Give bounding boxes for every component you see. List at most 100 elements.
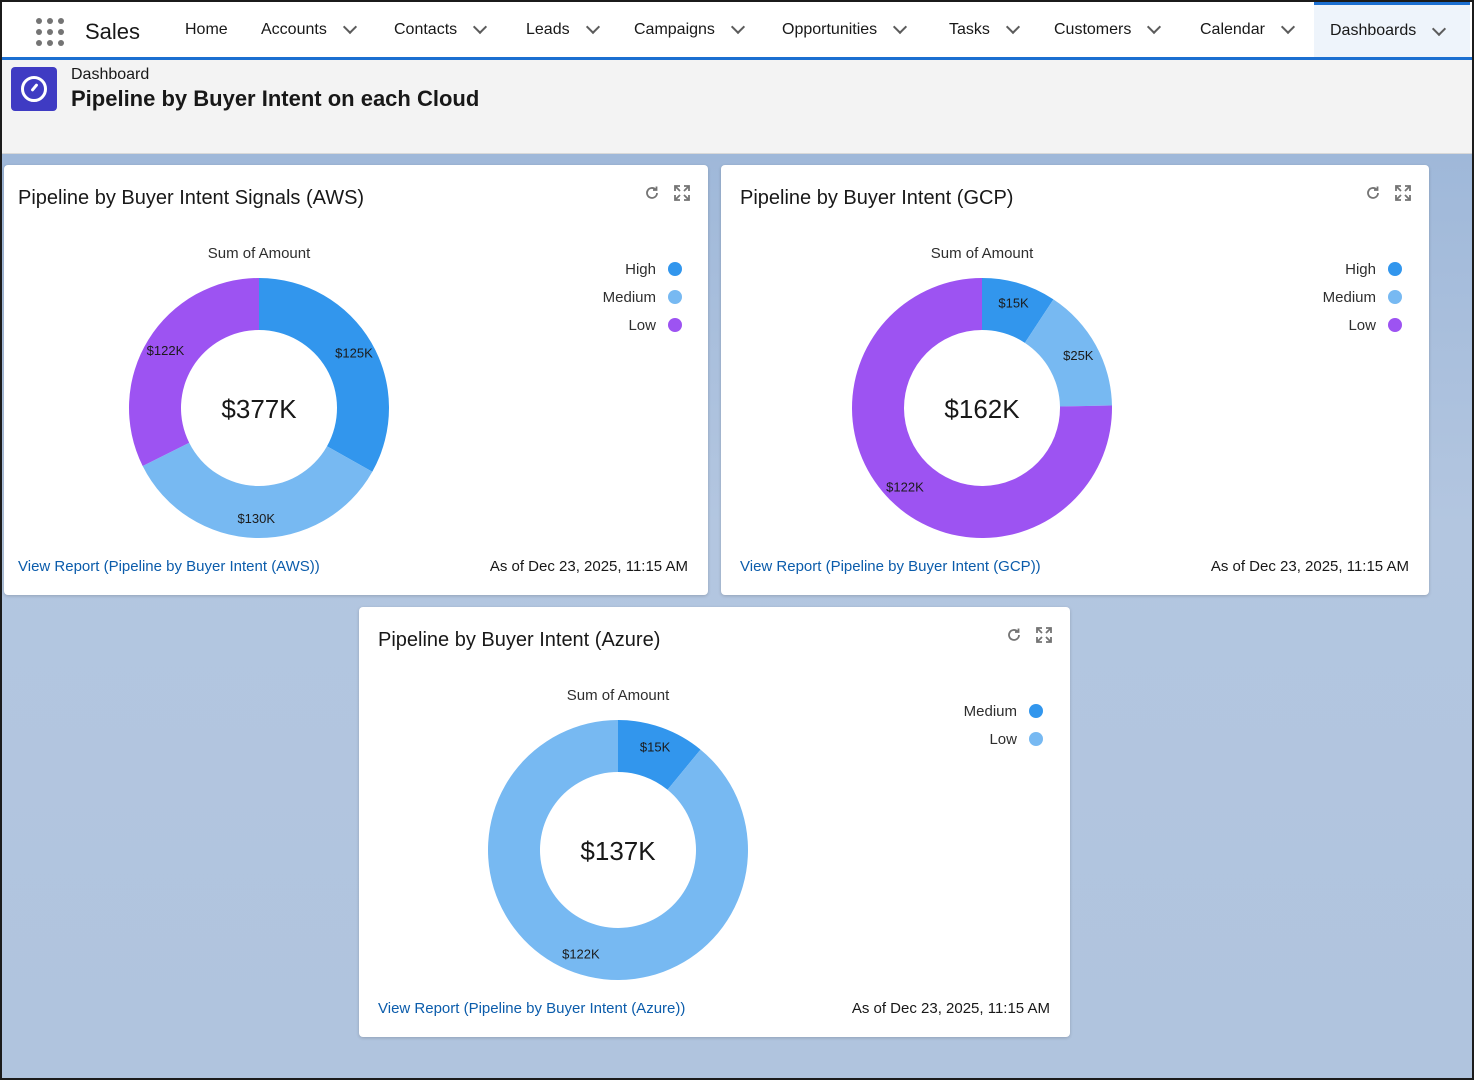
legend-label: Medium bbox=[602, 288, 656, 306]
chevron-down-icon[interactable] bbox=[1147, 19, 1162, 35]
page-title: Pipeline by Buyer Intent on each Cloud bbox=[71, 86, 480, 111]
chart-subtitle: Sum of Amount bbox=[566, 687, 670, 704]
legend-item[interactable]: High bbox=[1323, 255, 1402, 283]
expand-icon[interactable] bbox=[1395, 185, 1411, 201]
dashboard-widget-gcp: Pipeline by Buyer Intent (GCP) Sum of Am… bbox=[721, 165, 1429, 595]
donut-slice-high[interactable] bbox=[259, 278, 389, 472]
nav-tab-opportunities[interactable]: Opportunities bbox=[782, 2, 908, 57]
donut-slice-low[interactable] bbox=[852, 278, 1112, 538]
nav-tab-contacts[interactable]: Contacts bbox=[394, 2, 488, 57]
nav-tab-dashboards[interactable]: Dashboards bbox=[1314, 2, 1470, 57]
legend-swatch bbox=[668, 262, 682, 276]
chevron-down-icon[interactable] bbox=[342, 19, 357, 35]
refresh-icon[interactable] bbox=[1365, 185, 1381, 201]
donut-slice-high[interactable] bbox=[982, 278, 1054, 343]
legend-swatch bbox=[1029, 732, 1043, 746]
legend-label: Low bbox=[1348, 316, 1376, 334]
nav-tab-label: Calendar bbox=[1200, 20, 1265, 38]
chart-subtitle: Sum of Amount bbox=[930, 245, 1034, 262]
chevron-down-icon[interactable] bbox=[730, 19, 746, 35]
widget-title: Pipeline by Buyer Intent Signals (AWS) bbox=[18, 187, 365, 209]
legend-item[interactable]: Low bbox=[964, 725, 1043, 753]
donut-center-total: $137K bbox=[580, 836, 656, 866]
widget-title: Pipeline by Buyer Intent (Azure) bbox=[378, 629, 661, 651]
nav-tab-label: Customers bbox=[1054, 20, 1132, 38]
donut-slice-low[interactable] bbox=[488, 720, 748, 980]
chart-legend: Medium Low bbox=[964, 697, 1043, 753]
nav-tab-label: Leads bbox=[526, 20, 570, 38]
donut-center-total: $162K bbox=[944, 394, 1020, 424]
data-label: $122K bbox=[147, 343, 185, 358]
app-name: Sales bbox=[85, 19, 141, 44]
nav-tab-campaigns[interactable]: Campaigns bbox=[634, 2, 746, 57]
dashboard-widget-aws: Pipeline by Buyer Intent Signals (AWS) S… bbox=[4, 165, 708, 595]
page-header: Dashboard Pipeline by Buyer Intent on ea… bbox=[2, 60, 1472, 154]
data-label: $122K bbox=[886, 480, 924, 495]
view-report-link[interactable]: View Report (Pipeline by Buyer Intent (G… bbox=[740, 558, 1041, 575]
legend-swatch bbox=[1388, 262, 1402, 276]
nav-tab-accounts[interactable]: Accounts bbox=[261, 2, 357, 57]
donut-center-total: $377K bbox=[221, 394, 297, 424]
dashboard-icon bbox=[11, 67, 57, 111]
chevron-down-icon[interactable] bbox=[893, 19, 908, 35]
nav-tab-label: Opportunities bbox=[782, 20, 878, 38]
global-nav-bar: Sales Home Accounts Contacts Leads Campa… bbox=[2, 2, 1472, 60]
legend-label: Medium bbox=[963, 702, 1017, 720]
nav-tab-label: Campaigns bbox=[634, 20, 715, 38]
chevron-down-icon[interactable] bbox=[473, 19, 488, 35]
chevron-down-icon[interactable] bbox=[1280, 19, 1296, 35]
chart-legend: High Medium Low bbox=[1323, 255, 1402, 339]
page-type-label: Dashboard bbox=[71, 66, 150, 83]
chart-subtitle: Sum of Amount bbox=[207, 245, 311, 262]
legend-item[interactable]: Medium bbox=[964, 697, 1043, 725]
legend-swatch bbox=[1388, 318, 1402, 332]
legend-item[interactable]: Low bbox=[603, 311, 682, 339]
legend-label: Medium bbox=[1322, 288, 1376, 306]
legend-item[interactable]: Medium bbox=[1323, 283, 1402, 311]
legend-item[interactable]: High bbox=[603, 255, 682, 283]
nav-tab-leads[interactable]: Leads bbox=[526, 2, 600, 57]
legend-label: High bbox=[625, 260, 656, 278]
donut-slice-low[interactable] bbox=[129, 278, 259, 467]
refresh-icon[interactable] bbox=[644, 185, 660, 201]
legend-item[interactable]: Low bbox=[1323, 311, 1402, 339]
donut-slice-medium[interactable] bbox=[142, 442, 373, 538]
nav-tab-label: Home bbox=[185, 20, 228, 38]
expand-icon[interactable] bbox=[1036, 627, 1052, 643]
donut-slice-medium[interactable] bbox=[618, 720, 701, 790]
chevron-down-icon[interactable] bbox=[1432, 21, 1447, 36]
as-of-timestamp: As of Dec 23, 2025, 11:15 AM bbox=[851, 1000, 1050, 1017]
data-label: $130K bbox=[237, 511, 275, 526]
app-launcher-icon[interactable] bbox=[36, 18, 64, 46]
nav-tab-home[interactable]: Home bbox=[185, 2, 228, 57]
view-report-link[interactable]: View Report (Pipeline by Buyer Intent (A… bbox=[378, 1000, 686, 1017]
donut-chart: $15K $122K $137K bbox=[488, 720, 748, 980]
legend-label: Low bbox=[628, 316, 656, 334]
chevron-down-icon[interactable] bbox=[585, 19, 600, 35]
donut-slice-medium[interactable] bbox=[1024, 299, 1112, 407]
data-label: $125K bbox=[335, 345, 373, 360]
nav-tab-tasks[interactable]: Tasks bbox=[949, 2, 1020, 57]
widget-toolbar bbox=[644, 185, 690, 201]
nav-tab-label: Accounts bbox=[261, 20, 327, 38]
refresh-icon[interactable] bbox=[1006, 627, 1022, 643]
data-label: $25K bbox=[1063, 348, 1094, 363]
nav-tab-label: Dashboards bbox=[1330, 22, 1417, 39]
view-report-link[interactable]: View Report (Pipeline by Buyer Intent (A… bbox=[18, 558, 320, 575]
data-label: $122K bbox=[562, 947, 600, 962]
chevron-down-icon[interactable] bbox=[1005, 19, 1020, 35]
expand-icon[interactable] bbox=[674, 185, 690, 201]
nav-tab-calendar[interactable]: Calendar bbox=[1200, 2, 1296, 57]
donut-chart: $125K $130K $122K $377K bbox=[129, 278, 389, 538]
chart-legend: High Medium Low bbox=[603, 255, 682, 339]
dashboard-widget-azure: Pipeline by Buyer Intent (Azure) Sum of … bbox=[359, 607, 1070, 1037]
nav-tab-customers[interactable]: Customers bbox=[1054, 2, 1162, 57]
legend-item[interactable]: Medium bbox=[603, 283, 682, 311]
nav-tab-label: Contacts bbox=[394, 20, 458, 38]
legend-swatch bbox=[668, 318, 682, 332]
widget-toolbar bbox=[1365, 185, 1411, 201]
data-label: $15K bbox=[998, 296, 1029, 311]
widget-title: Pipeline by Buyer Intent (GCP) bbox=[740, 187, 1014, 209]
widget-toolbar bbox=[1006, 627, 1052, 643]
